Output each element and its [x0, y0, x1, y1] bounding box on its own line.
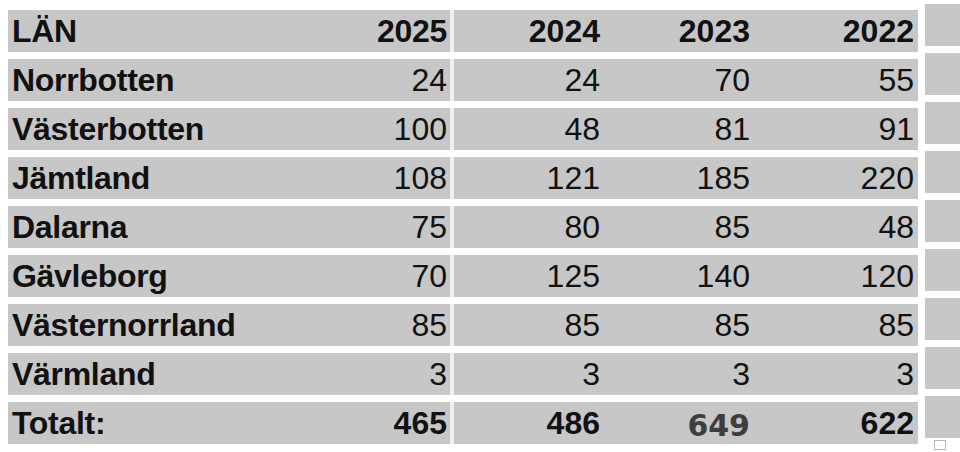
partial-column-cell: [925, 298, 960, 340]
cell-2023: 140: [600, 255, 750, 297]
total-2024: 486: [454, 402, 600, 444]
row-label: Norrbotten: [12, 59, 174, 101]
row-label: Värmland: [12, 353, 155, 395]
cell-2023: 70: [600, 59, 750, 101]
cell-2025: 75: [411, 206, 447, 248]
table-header-row: LÄN 2025 2024 2023 2022: [8, 10, 918, 52]
cell-2022: 48: [750, 206, 918, 248]
table-resize-handle[interactable]: [934, 440, 946, 450]
table-total-row: Totalt: 465 486 649 622: [8, 402, 918, 444]
cell-2025: 85: [411, 304, 447, 346]
partial-column-cell: [925, 200, 960, 242]
cell-2022: 85: [750, 304, 918, 346]
cell-2022: 91: [750, 108, 918, 150]
cell-2025: 24: [411, 59, 447, 101]
cell-2024: 48: [454, 108, 600, 150]
total-2023-edited: 649: [600, 405, 750, 447]
cell-2022: 3: [750, 353, 918, 395]
cell-2024: 85: [454, 304, 600, 346]
table-row: Norrbotten 24 24 70 55: [8, 59, 918, 101]
table-row: Västernorrland 85 85 85 85: [8, 304, 918, 346]
total-2022: 622: [750, 402, 918, 444]
partial-column-cell: [925, 102, 960, 144]
cell-2022: 120: [750, 255, 918, 297]
row-label: Gävleborg: [12, 255, 168, 297]
partial-column-cell: [925, 249, 960, 291]
header-2025: 2025: [377, 10, 447, 52]
partial-column-cell: [925, 151, 960, 193]
cell-2023: 185: [600, 157, 750, 199]
cell-2023: 85: [600, 206, 750, 248]
total-2025: 465: [394, 402, 447, 444]
table-row: Jämtland 108 121 185 220: [8, 157, 918, 199]
cell-2023: 85: [600, 304, 750, 346]
header-lan: LÄN: [12, 10, 77, 52]
cell-2024: 121: [454, 157, 600, 199]
cell-2025: 108: [394, 157, 447, 199]
table-screenshot: LÄN 2025 2024 2023 2022 Norrbotten 24 24…: [0, 0, 960, 452]
table-row: Dalarna 75 80 85 48: [8, 206, 918, 248]
header-segment-right: 2024 2023 2022: [454, 10, 918, 52]
header-2024: 2024: [454, 10, 600, 52]
partial-column-cell: [925, 347, 960, 389]
row-label: Dalarna: [12, 206, 127, 248]
row-label: Västernorrland: [12, 304, 235, 346]
cell-2024: 24: [454, 59, 600, 101]
partial-column-cell: [925, 53, 960, 95]
partial-column-cell: [925, 396, 960, 438]
row-label: Jämtland: [12, 157, 150, 199]
cell-2024: 3: [454, 353, 600, 395]
cell-2024: 125: [454, 255, 600, 297]
header-2022: 2022: [750, 10, 918, 52]
table-row: Västerbotten 100 48 81 91: [8, 108, 918, 150]
cell-2022: 220: [750, 157, 918, 199]
row-label: Västerbotten: [12, 108, 204, 150]
cell-2023: 3: [600, 353, 750, 395]
cell-2025: 3: [429, 353, 447, 395]
cell-2025: 100: [394, 108, 447, 150]
cell-2024: 80: [454, 206, 600, 248]
table-row: Gävleborg 70 125 140 120: [8, 255, 918, 297]
cell-2022: 55: [750, 59, 918, 101]
header-2023: 2023: [600, 10, 750, 52]
total-label: Totalt:: [12, 402, 105, 444]
partial-column-cell: [925, 4, 960, 46]
table-row: Värmland 3 3 3 3: [8, 353, 918, 395]
header-segment-left: LÄN 2025: [8, 10, 450, 52]
cell-2023: 81: [600, 108, 750, 150]
cell-2025: 70: [411, 255, 447, 297]
